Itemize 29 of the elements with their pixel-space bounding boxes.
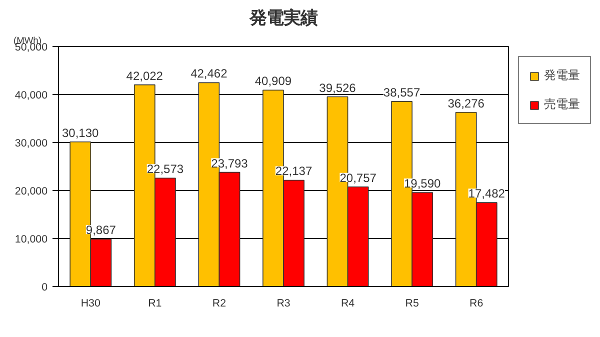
data-label: 20,757	[340, 170, 377, 185]
y-tick-label: 40,000	[14, 90, 48, 102]
x-tick-label: R4	[340, 298, 355, 310]
data-label: 42,022	[126, 68, 164, 83]
y-tick-label: 20,000	[14, 186, 48, 198]
y-tick-label: 30,000	[14, 138, 48, 150]
data-label: 38,557	[383, 85, 420, 100]
data-label: 9,867	[86, 223, 116, 238]
x-tick-label: R6	[470, 298, 484, 310]
legend-label: 売電量	[544, 96, 580, 113]
x-tick-label: R3	[276, 298, 290, 310]
data-label: 36,276	[448, 96, 485, 110]
legend-label: 発電量	[544, 67, 580, 84]
y-tick-label: 10,000	[14, 234, 48, 246]
data-label: 40,909	[254, 74, 292, 88]
data-label: 23,793	[211, 156, 248, 170]
data-label: 22,573	[146, 162, 184, 176]
data-label: 19,590	[404, 176, 442, 190]
x-tick-label: H30	[80, 298, 100, 310]
data-label: 22,137	[275, 164, 312, 178]
x-tick-label: R5	[405, 298, 419, 310]
x-tick-label: R2	[212, 298, 226, 310]
data-label: 17,482	[468, 186, 506, 201]
x-tick-label: R1	[148, 298, 162, 310]
data-label: 39,526	[319, 80, 356, 95]
data-label: 42,462	[190, 66, 228, 81]
y-tick-label: 0	[42, 282, 48, 294]
chart-title: 発電実績	[248, 8, 318, 28]
data-label: 30,130	[62, 126, 100, 140]
